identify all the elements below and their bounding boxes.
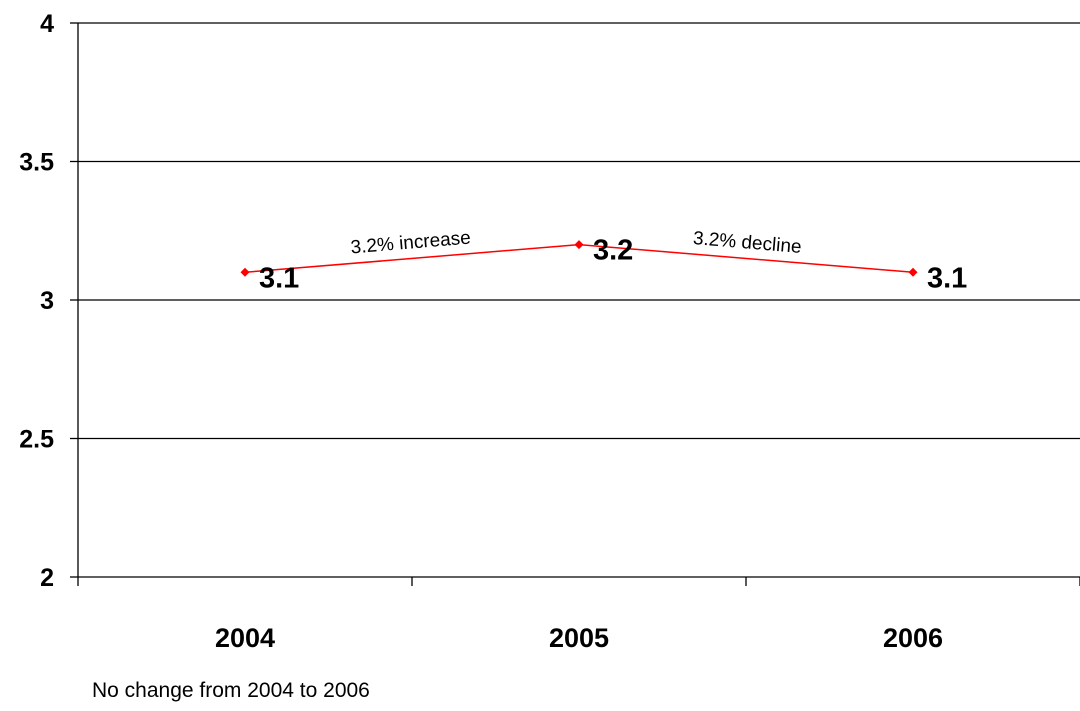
chart-footnote: No change from 2004 to 2006 <box>92 679 370 702</box>
y-tick-label: 4 <box>40 10 54 38</box>
data-point <box>240 267 250 277</box>
x-tick-label: 2006 <box>883 623 943 653</box>
data-label: 3.1 <box>927 262 967 294</box>
annotation-label: 3.2% decline <box>692 228 802 258</box>
x-tick-label: 2004 <box>215 623 275 653</box>
x-tick-label: 2005 <box>549 623 609 653</box>
y-tick-label: 3 <box>40 287 54 315</box>
y-tick-label: 3.5 <box>19 149 54 177</box>
y-tick-label: 2.5 <box>19 426 54 454</box>
data-point <box>574 240 584 250</box>
data-label: 3.1 <box>259 262 299 294</box>
y-tick-label: 2 <box>40 564 54 592</box>
data-point <box>908 267 918 277</box>
data-label: 3.2 <box>593 235 633 267</box>
annotation-label: 3.2% increase <box>350 228 472 259</box>
